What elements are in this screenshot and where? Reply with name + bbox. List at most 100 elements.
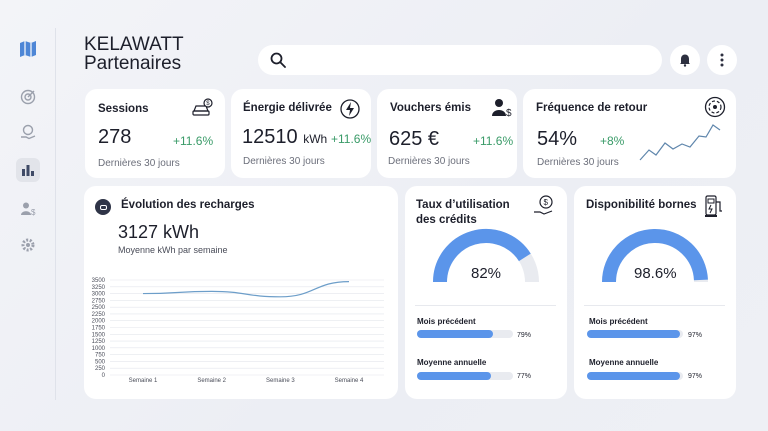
bar-percent: 77% — [517, 373, 532, 380]
sidebar: $ — [0, 0, 56, 431]
kpi-title: Sessions — [98, 103, 149, 115]
app-title-line2: Partenaires — [84, 53, 182, 74]
sidebar-divider — [55, 28, 56, 400]
kpi-card-energy: Énergie délivrée 12510 kWh +11.6% Derniè… — [231, 89, 371, 178]
cycle-icon — [704, 96, 726, 118]
bar-label: Moyenne annuelle — [417, 358, 487, 367]
app-title-line1: KELAWATT — [84, 34, 184, 55]
credits-gauge-value: 82% — [471, 265, 502, 282]
kpi-value: 278 — [98, 126, 132, 148]
kpi-title: Vouchers émis — [390, 102, 471, 114]
divider — [584, 305, 725, 306]
progress-fill — [587, 330, 681, 338]
x-tick-label: Semaine 3 — [266, 378, 295, 384]
y-tick-label: 1250 — [92, 339, 106, 345]
more-vertical-icon — [720, 53, 724, 67]
kpi-card-return-frequency: Fréquence de retour 54% +8% Dernières 30… — [523, 89, 736, 178]
bar-percent: 97% — [688, 332, 703, 339]
credits-gauge — [433, 229, 539, 283]
availability-title: Disponibilité bornes — [586, 199, 697, 211]
more-menu-button[interactable] — [707, 45, 737, 75]
gauge-fill — [602, 229, 708, 283]
kpi-change: +11.6% — [473, 134, 514, 148]
kpi-change: +11.6% — [331, 132, 372, 146]
kpi-change: +11.6% — [173, 134, 214, 148]
y-tick-label: 2750 — [92, 298, 106, 304]
y-tick-label: 2250 — [92, 312, 106, 318]
kpi-number: 12510 — [242, 126, 298, 148]
bar-label: Mois précédent — [417, 317, 476, 326]
y-tick-label: 1750 — [92, 326, 106, 332]
gear-icon[interactable] — [16, 233, 40, 257]
lightning-icon — [340, 99, 360, 119]
credits-title: Taux d’utilisation des crédits — [416, 199, 510, 226]
kpi-period: Dernières 30 jours — [243, 156, 325, 167]
charging-station-icon — [705, 195, 722, 217]
evolution-subtitle: Moyenne kWh par semaine — [118, 245, 228, 255]
progress-fill — [587, 372, 681, 380]
progress-bar — [417, 372, 513, 380]
y-tick-label: 500 — [95, 359, 106, 365]
user-dollar-icon: $ — [492, 99, 512, 119]
svg-text:$: $ — [31, 208, 36, 217]
credits-card: Taux d’utilisation des crédits $ 82% Moi… — [405, 186, 567, 399]
progress-fill — [417, 372, 491, 380]
hand-dollar-icon: $ — [534, 195, 553, 215]
availability-gauge-value: 98.6% — [634, 265, 677, 282]
user-dollar-icon[interactable]: $ — [16, 197, 40, 221]
search-input[interactable] — [296, 53, 656, 67]
progress-bar — [417, 330, 513, 338]
x-tick-label: Semaine 2 — [197, 378, 226, 384]
x-tick-label: Semaine 1 — [129, 378, 158, 384]
svg-text:$: $ — [506, 108, 512, 119]
target-icon[interactable] — [16, 85, 40, 109]
y-tick-label: 2000 — [92, 319, 106, 325]
y-tick-label: 250 — [95, 366, 106, 372]
progress-bar — [587, 330, 683, 338]
y-tick-label: 1500 — [92, 332, 106, 338]
search-bar[interactable] — [258, 45, 662, 75]
map-icon[interactable] — [16, 37, 40, 61]
x-tick-label: Semaine 4 — [335, 378, 364, 384]
kpi-title: Énergie délivrée — [243, 102, 332, 114]
series-line — [142, 281, 350, 298]
kpi-card-sessions: Sessions $ 278 +11.6% Dernières 30 jours — [85, 89, 225, 178]
kpi-unit: kWh — [303, 132, 328, 146]
availability-gauge — [602, 229, 708, 283]
evolution-title: Évolution des recharges — [121, 199, 255, 211]
bar-percent: 97% — [688, 373, 703, 380]
progress-bar — [587, 372, 683, 380]
kpi-value: 625 € — [389, 128, 440, 150]
kpi-value: 54% — [537, 128, 578, 150]
kpi-change: +8% — [600, 134, 625, 148]
kpi-period: Dernières 30 jours — [98, 158, 180, 169]
app-title: KELAWATT Partenaires — [84, 35, 184, 73]
bar-label: Moyenne annuelle — [589, 358, 659, 367]
trend-sparkline — [639, 124, 721, 161]
bell-icon — [680, 54, 690, 67]
divider — [415, 305, 556, 306]
money-hand-icon[interactable] — [16, 120, 40, 144]
svg-text:$: $ — [206, 101, 210, 107]
chat-bubble-icon — [95, 199, 111, 215]
car-dollar-icon: $ — [192, 98, 213, 116]
bar-label: Mois précédent — [589, 317, 648, 326]
availability-card: Disponibilité bornes 98.6% Mois précéden… — [574, 186, 736, 399]
bar-percent: 79% — [517, 332, 532, 339]
bar-chart-icon[interactable] — [16, 158, 40, 182]
evolution-value: 3127 kWh — [118, 222, 200, 242]
kpi-period: Dernières 30 jours — [537, 157, 619, 168]
progress-fill — [417, 330, 493, 338]
svg-text:$: $ — [544, 198, 549, 207]
y-tick-label: 3250 — [92, 285, 106, 291]
y-tick-label: 2500 — [92, 305, 106, 311]
search-icon[interactable] — [270, 52, 286, 68]
kpi-value: 12510 kWh — [242, 126, 327, 149]
kpi-card-vouchers: Vouchers émis $ 625 € +11.6% Dernières 3… — [377, 89, 517, 178]
y-tick-label: 0 — [102, 373, 106, 379]
notifications-button[interactable] — [670, 45, 700, 75]
evolution-chart: 0250500750100012501500175020002250250027… — [92, 278, 384, 384]
kpi-period: Dernières 30 jours — [388, 156, 470, 167]
y-tick-label: 750 — [95, 353, 106, 359]
y-tick-label: 1000 — [92, 346, 106, 352]
